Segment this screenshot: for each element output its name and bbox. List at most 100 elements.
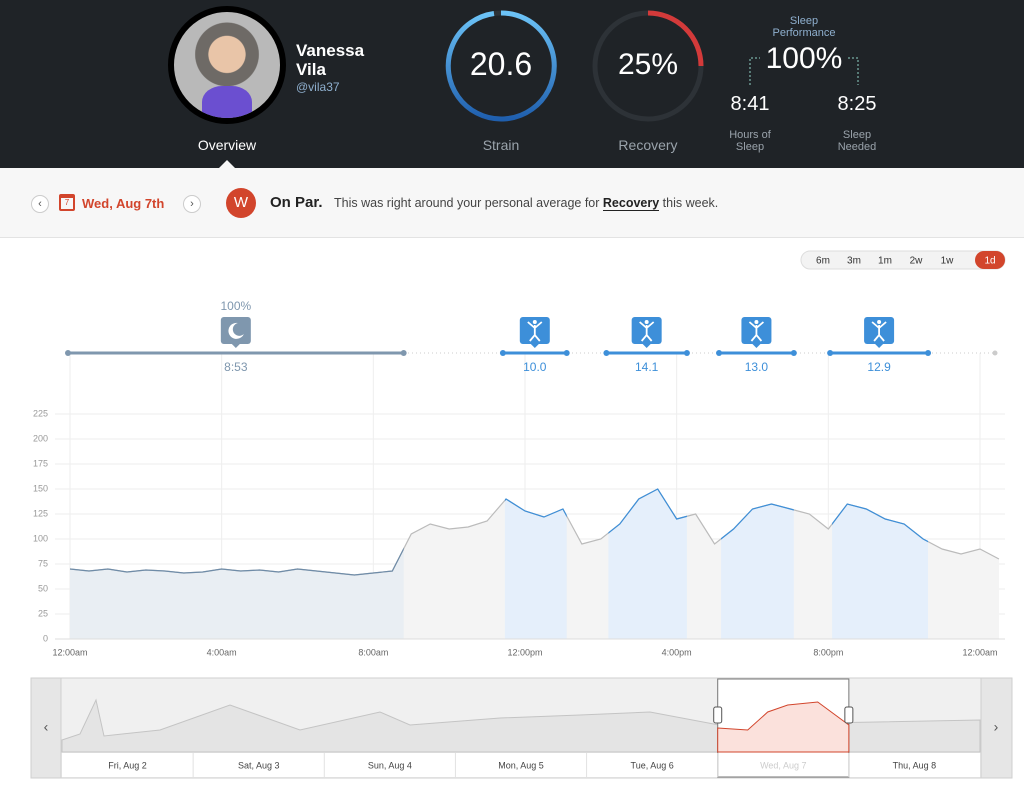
figure-icon — [871, 321, 887, 342]
activity-dot — [827, 350, 834, 356]
y-tick-label: 150 — [33, 483, 48, 493]
navigator-window-line — [717, 701, 850, 753]
navigator-next[interactable] — [980, 677, 1013, 779]
activity-icon-pointer — [875, 344, 884, 348]
y-tick-label: 25 — [38, 608, 48, 618]
navigator-prev[interactable] — [30, 677, 62, 779]
sleep-performance-value: 100% — [765, 42, 843, 75]
activity-dot — [790, 350, 797, 356]
y-tick-label: 200 — [33, 433, 48, 443]
activity-icon-pointer — [752, 344, 761, 348]
header: Vanessa Vila @vila37 Overview 20.6 Strai… — [0, 0, 1024, 168]
hours-of-sleep-label: Hours of Sleep — [729, 129, 771, 153]
y-tick-label: 125 — [33, 508, 48, 518]
y-tick-label: 75 — [38, 558, 48, 568]
x-tick-label: 12:00pm — [507, 647, 542, 657]
date-label[interactable]: Wed, Aug 7th — [82, 196, 165, 211]
avatar[interactable] — [168, 6, 286, 124]
hours-of-sleep-value: 8:41 — [730, 93, 770, 115]
activity[interactable]: 13.0 — [716, 317, 797, 374]
overview-tab[interactable]: Overview — [197, 137, 257, 153]
activity[interactable]: 10.0 — [499, 317, 570, 374]
activity-dot — [925, 350, 932, 356]
strain-label: 14.1 — [635, 360, 659, 374]
range-button[interactable]: 1w — [941, 256, 955, 267]
range-button[interactable]: 1m — [878, 256, 892, 267]
x-tick-label: 4:00pm — [662, 647, 692, 657]
activity-line — [504, 488, 929, 576]
strain-label: 12.9 — [867, 360, 891, 374]
navigator-day-label: Thu, Aug 8 — [893, 760, 937, 770]
range-button[interactable]: 3m — [847, 256, 861, 267]
recovery-label: Recovery — [618, 137, 678, 153]
strain-ring — [445, 10, 557, 122]
range-selector — [800, 250, 1006, 270]
activity-icon — [220, 317, 251, 344]
sleep-line — [70, 547, 404, 576]
prev-day-button[interactable]: ‹ — [31, 195, 49, 213]
navigator-day-label: Sun, Aug 4 — [368, 760, 412, 770]
activity-icon-pointer — [530, 344, 539, 348]
next-day-button[interactable]: › — [183, 195, 201, 213]
tab-pointer — [219, 160, 235, 168]
range-button[interactable]: 6m — [816, 256, 830, 267]
activity-icon-pointer — [231, 344, 240, 348]
range-button[interactable]: 2w — [910, 256, 924, 267]
status-label: On Par. — [270, 194, 323, 211]
activity[interactable]: 100% 8:53 — [65, 299, 407, 374]
sleep-performance-title: Sleep Performance — [772, 15, 836, 39]
activity-dot — [603, 350, 610, 356]
message-keyword[interactable]: Recovery — [602, 196, 660, 211]
y-tick-label: 0 — [43, 633, 48, 643]
recovery-ring — [647, 10, 704, 67]
activity-dot — [716, 350, 723, 356]
range-button-selected — [975, 251, 1005, 269]
chart: ‹ › 6m 3m 1m 2w 1w 1d 0 25 50 75 100 125 150 175 200 22… — [30, 250, 1013, 779]
navigator-next-arrow: › — [994, 719, 999, 735]
figure-icon — [639, 321, 655, 342]
figure-head — [877, 320, 882, 324]
sleep-needed-label: Sleep Needed — [837, 129, 877, 153]
calendar-icon[interactable]: 7 — [59, 194, 75, 211]
user-name: Vanessa Vila — [296, 41, 365, 79]
avatar-shirt — [202, 86, 252, 118]
figure-head — [754, 320, 759, 324]
sleep-area — [70, 548, 404, 639]
activity-area — [504, 489, 929, 639]
figure-icon — [748, 321, 765, 342]
figure-head — [532, 320, 537, 324]
x-tick-label: 12:00am — [962, 647, 997, 657]
x-tick-label: 12:00am — [52, 647, 87, 657]
strain-label: 13.0 — [745, 360, 769, 374]
message-text: This was right around your personal aver… — [334, 196, 603, 210]
x-tick-label: 4:00am — [207, 647, 237, 657]
activity-icon-pointer — [642, 344, 651, 348]
moon-icon — [228, 322, 244, 339]
activity[interactable]: 12.9 — [827, 317, 932, 374]
header-graphics — [219, 10, 859, 168]
recovery-value: 25% — [617, 48, 679, 81]
navigator-day-label: Fri, Aug 2 — [108, 760, 147, 770]
navigator-day-label: Wed, Aug 7 — [760, 760, 806, 770]
activity[interactable]: 14.1 — [603, 317, 690, 374]
strain-value: 20.6 — [469, 46, 533, 82]
sleep-needed-value: 8:25 — [837, 93, 877, 115]
range-button[interactable]: 1d — [984, 256, 995, 267]
y-tick-label: 175 — [33, 458, 48, 468]
status-message: This was right around your personal aver… — [334, 196, 719, 211]
summary-bar: ‹ 7 Wed, Aug 7th › W On Par. This was ri… — [0, 168, 1024, 238]
navigator-day-label: Mon, Aug 5 — [498, 760, 544, 770]
y-tick-label: 225 — [33, 408, 48, 418]
navigator-handle — [844, 706, 854, 724]
navigator-day-label: Tue, Aug 6 — [631, 760, 674, 770]
figure-icon — [527, 321, 543, 342]
activity-dot — [65, 350, 71, 356]
navigator-day-label: Sat, Aug 3 — [238, 760, 280, 770]
x-tick-label: 8:00am — [358, 647, 388, 657]
x-tick-label: 8:00pm — [813, 647, 843, 657]
message-text: this week. — [659, 196, 719, 210]
activity-dot — [683, 350, 690, 356]
activity-dot — [499, 350, 506, 356]
sleep-performance-label: 100% — [220, 299, 251, 313]
